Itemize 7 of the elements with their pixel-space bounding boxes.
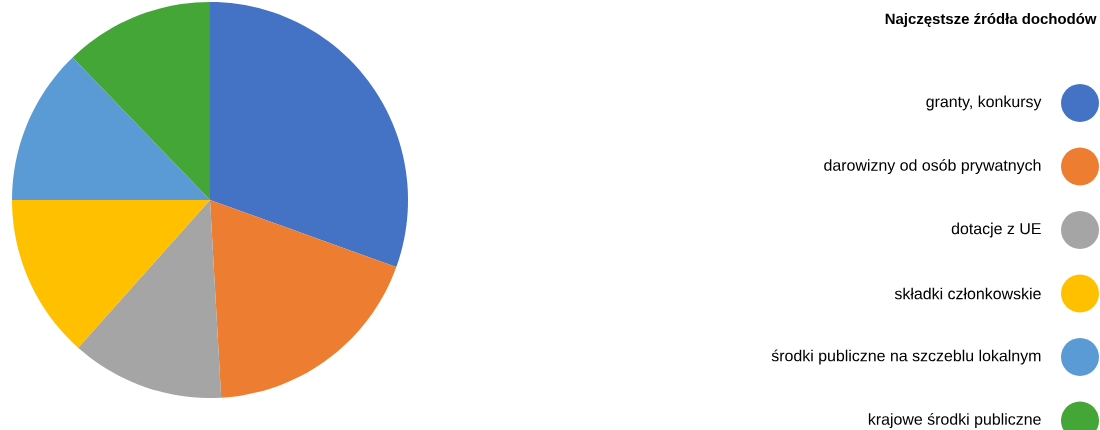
legend-title: Najczęstsze źródła dochodów [885,12,1097,28]
legend-label: składki członkowskie [894,287,1041,300]
legend-label: granty, konkursy [926,95,1042,111]
legend-label: dotacje z UE [951,222,1041,238]
legend-label: środki publiczne na szczeblu lokalnym [771,349,1041,365]
legend-label: darowizny od osób prywatnych [824,158,1041,175]
legend-label: krajowe środki publiczne [868,412,1041,429]
